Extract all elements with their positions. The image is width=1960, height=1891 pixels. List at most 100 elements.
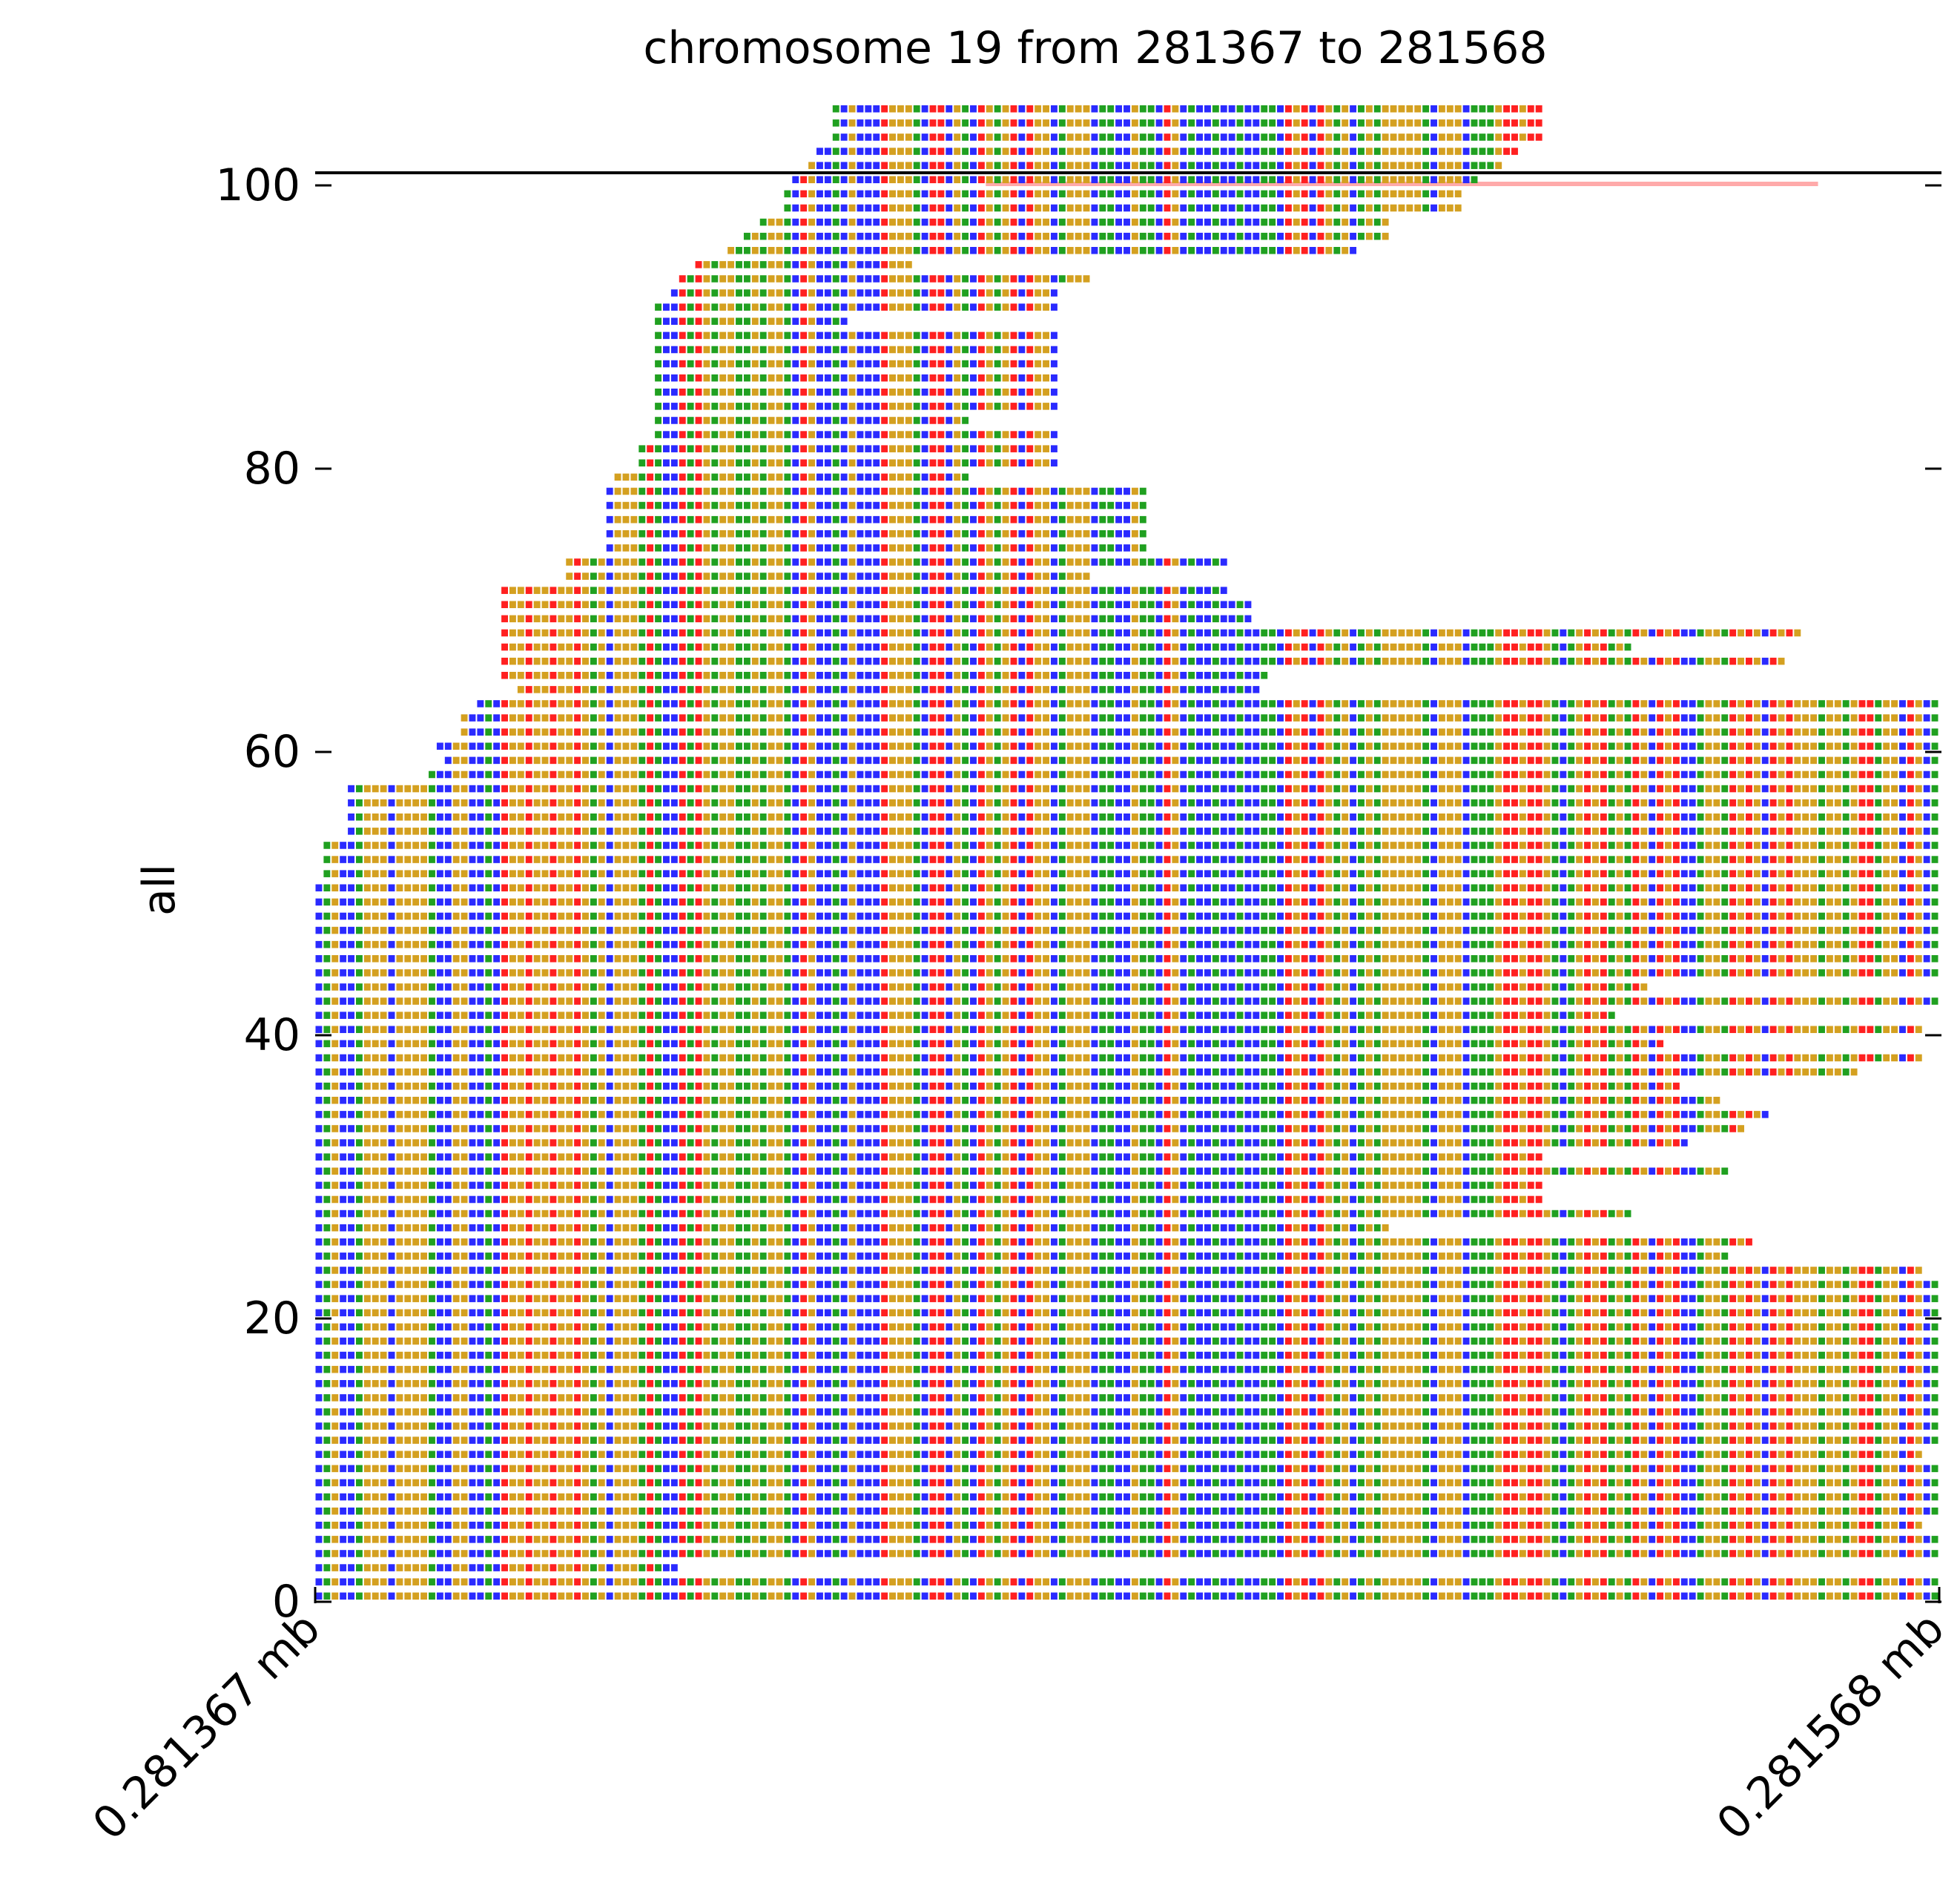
base-mark bbox=[1261, 1451, 1268, 1459]
base-mark bbox=[873, 1592, 880, 1600]
base-mark bbox=[1891, 1493, 1898, 1501]
base-mark bbox=[687, 1281, 694, 1288]
base-mark bbox=[1398, 1365, 1405, 1373]
base-mark bbox=[461, 1408, 468, 1416]
base-mark bbox=[1002, 1309, 1009, 1317]
base-mark bbox=[1382, 1295, 1389, 1302]
base-mark bbox=[1018, 1267, 1026, 1274]
base-mark bbox=[1091, 1592, 1098, 1600]
base-mark bbox=[1212, 1267, 1219, 1274]
base-mark bbox=[363, 1379, 371, 1387]
base-mark bbox=[1616, 1323, 1623, 1331]
base-mark bbox=[1196, 1351, 1204, 1359]
base-mark bbox=[1503, 1323, 1511, 1331]
base-mark bbox=[380, 1238, 387, 1246]
base-mark bbox=[1560, 1323, 1567, 1331]
base-mark bbox=[315, 1295, 323, 1302]
base-mark bbox=[1657, 1465, 1664, 1473]
base-mark bbox=[743, 1309, 750, 1317]
base-mark bbox=[1680, 1578, 1688, 1585]
base-mark bbox=[1035, 1536, 1042, 1543]
base-mark bbox=[1649, 1351, 1656, 1359]
base-mark bbox=[808, 1451, 816, 1459]
base-mark bbox=[477, 1493, 484, 1501]
base-mark bbox=[937, 1479, 945, 1487]
base-mark bbox=[1188, 1550, 1195, 1557]
base-mark bbox=[751, 1295, 759, 1302]
base-mark bbox=[1228, 1394, 1235, 1402]
base-mark bbox=[1608, 1309, 1615, 1317]
base-mark bbox=[1551, 1436, 1559, 1444]
base-mark bbox=[1511, 1422, 1518, 1430]
base-mark bbox=[1834, 1507, 1841, 1515]
base-mark bbox=[719, 1323, 727, 1331]
base-mark bbox=[1907, 1521, 1914, 1529]
base-mark bbox=[1891, 1351, 1898, 1359]
base-mark bbox=[1543, 1337, 1551, 1345]
base-mark bbox=[1123, 1451, 1130, 1459]
base-mark bbox=[687, 1479, 694, 1487]
base-mark bbox=[1350, 1592, 1357, 1600]
base-mark bbox=[1058, 1408, 1066, 1416]
base-mark bbox=[1350, 1507, 1357, 1515]
base-mark bbox=[1196, 1379, 1204, 1387]
base-mark bbox=[857, 1281, 864, 1288]
base-mark bbox=[1107, 1295, 1115, 1302]
base-mark bbox=[1269, 1451, 1276, 1459]
base-mark bbox=[429, 1337, 435, 1345]
base-mark bbox=[954, 1521, 961, 1529]
base-mark bbox=[485, 1267, 492, 1274]
base-mark bbox=[363, 1323, 371, 1331]
base-mark bbox=[1180, 1365, 1187, 1373]
base-mark bbox=[1511, 1408, 1518, 1416]
base-mark bbox=[1899, 1479, 1906, 1487]
base-mark bbox=[1342, 1238, 1349, 1246]
base-mark bbox=[889, 1493, 896, 1501]
base-mark bbox=[1317, 1337, 1324, 1345]
base-mark bbox=[1680, 1309, 1688, 1317]
base-mark bbox=[1228, 1422, 1235, 1430]
base-mark bbox=[1560, 1507, 1567, 1515]
base-mark bbox=[655, 1521, 662, 1529]
base-mark bbox=[711, 1351, 719, 1359]
base-mark bbox=[1753, 1267, 1761, 1274]
base-mark bbox=[1899, 1592, 1906, 1600]
base-mark bbox=[412, 1267, 420, 1274]
base-mark bbox=[1810, 1479, 1818, 1487]
base-mark bbox=[800, 1281, 808, 1288]
base-mark bbox=[1786, 1578, 1793, 1585]
base-mark bbox=[1591, 1351, 1599, 1359]
base-mark bbox=[1705, 1451, 1712, 1459]
base-mark bbox=[897, 1479, 904, 1487]
base-mark bbox=[1406, 1550, 1413, 1557]
base-mark bbox=[429, 1451, 435, 1459]
base-mark bbox=[687, 1592, 694, 1600]
base-mark bbox=[832, 1578, 839, 1585]
base-mark bbox=[937, 1422, 945, 1430]
base-mark bbox=[1746, 1281, 1752, 1288]
base-mark bbox=[848, 1351, 856, 1359]
base-mark bbox=[412, 1550, 420, 1557]
base-mark bbox=[1373, 1493, 1381, 1501]
base-mark bbox=[1850, 1323, 1858, 1331]
base-mark bbox=[743, 1592, 750, 1600]
base-mark bbox=[1543, 1536, 1551, 1543]
base-mark bbox=[1365, 1465, 1373, 1473]
base-mark bbox=[1172, 1253, 1179, 1260]
base-mark bbox=[1212, 1507, 1219, 1515]
base-mark bbox=[743, 1493, 750, 1501]
base-mark bbox=[1632, 1521, 1640, 1529]
base-mark bbox=[1325, 1323, 1333, 1331]
base-mark bbox=[469, 1592, 476, 1600]
base-mark bbox=[1923, 1436, 1930, 1444]
base-mark bbox=[1761, 1379, 1769, 1387]
base-mark bbox=[736, 1281, 742, 1288]
base-mark bbox=[355, 1379, 363, 1387]
base-mark bbox=[622, 1436, 630, 1444]
base-mark bbox=[1883, 1281, 1890, 1288]
base-mark bbox=[1931, 1436, 1938, 1444]
base-mark bbox=[1220, 1521, 1227, 1529]
base-mark bbox=[533, 1309, 541, 1317]
base-mark bbox=[1220, 1550, 1227, 1557]
base-mark bbox=[1591, 1493, 1599, 1501]
